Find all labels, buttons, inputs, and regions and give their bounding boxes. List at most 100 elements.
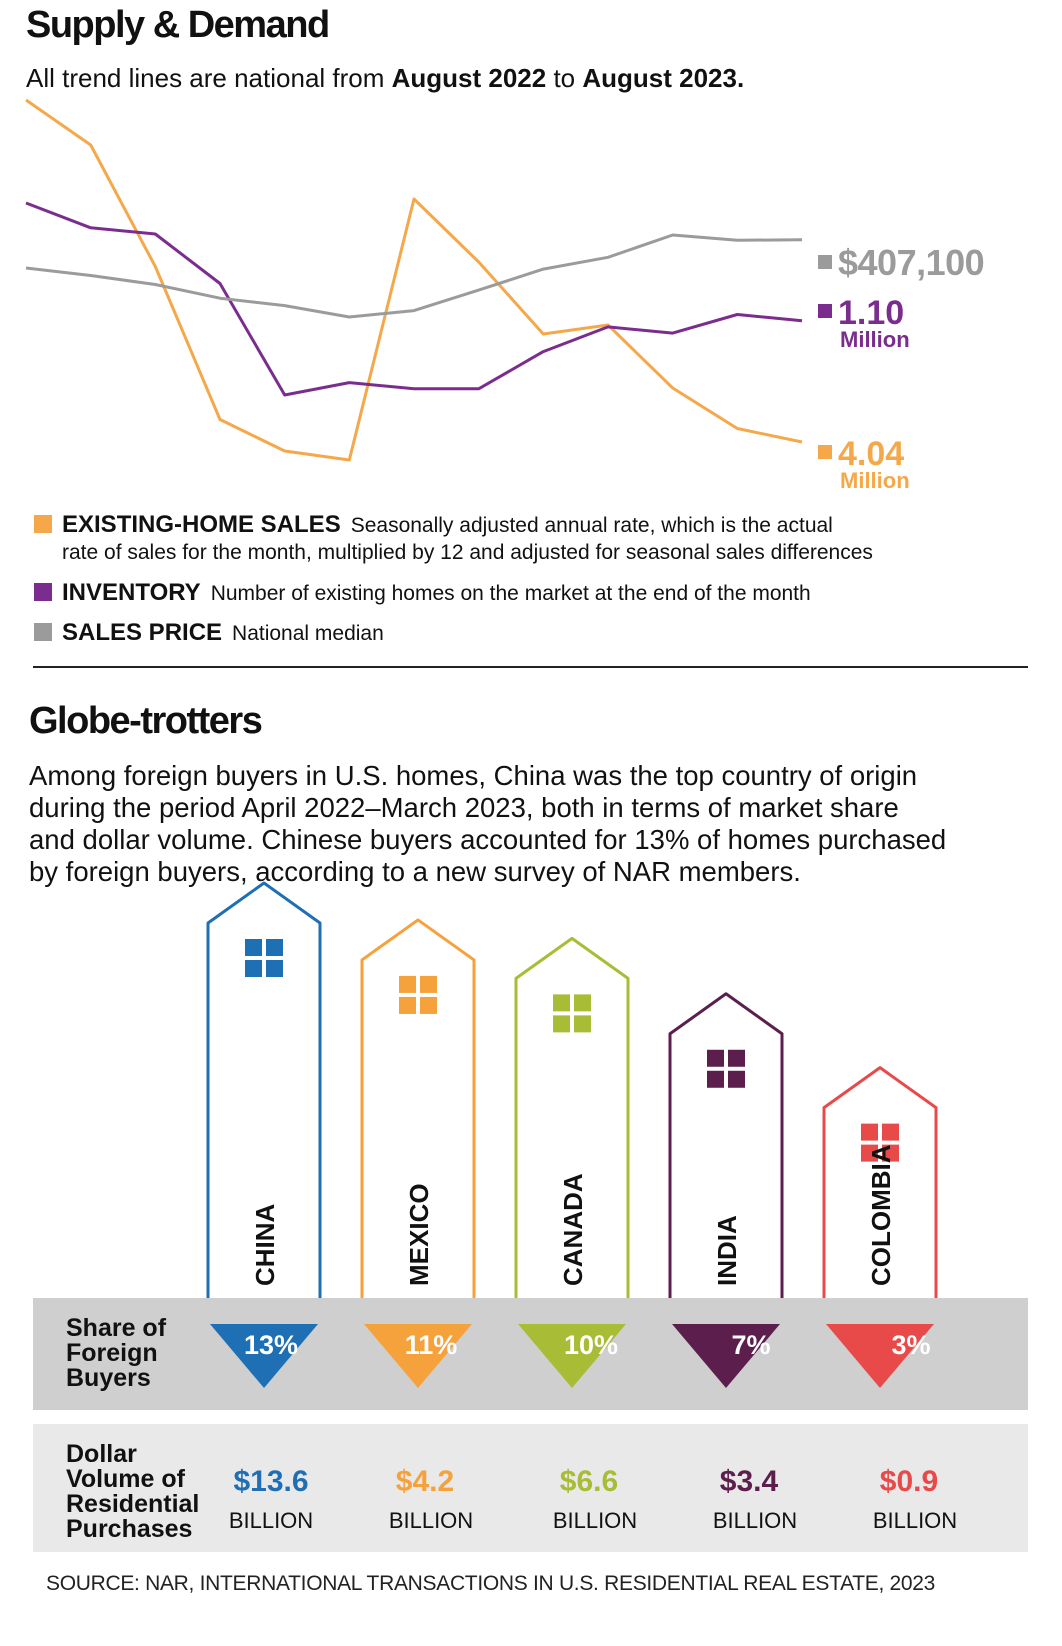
legend-sales-price: SALES PRICE National median: [34, 619, 384, 647]
trend-line-chart: [25, 98, 803, 462]
house-bar-india: INDIA: [668, 992, 784, 1388]
subtitle-to: August 2023.: [582, 63, 745, 93]
house-bar-mexico: MEXICO: [360, 918, 476, 1388]
series-line-inventory: [25, 201, 803, 397]
billion-label: BILLION: [872, 1508, 958, 1533]
billion-label: BILLION: [388, 1508, 474, 1533]
share-label-line: Foreign: [66, 1339, 158, 1367]
window-icon: [707, 1049, 745, 1088]
subtitle-from: August 2022: [391, 63, 547, 93]
window-pane: [707, 1049, 724, 1067]
window-pane: [553, 1015, 570, 1033]
inventory-end-marker: [818, 304, 832, 318]
series-line-existing-home-sales: [25, 98, 803, 462]
window-pane: [266, 960, 283, 977]
window-pane: [245, 939, 262, 956]
share-triangle-india: [672, 1324, 780, 1388]
legend-existing-home-sales: EXISTING-HOME SALES Seasonally adjusted a…: [34, 511, 873, 565]
paragraph-line: Among foreign buyers in U.S. homes, Chin…: [29, 760, 918, 791]
window-pane: [574, 1015, 591, 1033]
country-name-china: CHINA: [250, 1203, 280, 1286]
volume-row-label: Dollar Volume of Residential Purchases: [66, 1442, 199, 1542]
window-icon: [553, 994, 591, 1033]
volume-value-china: $13.6: [233, 1465, 309, 1498]
volume-label-line: Volume of: [66, 1465, 185, 1493]
volume-label-line: Residential: [66, 1490, 200, 1518]
inventory-end-label: 1.10 Million: [818, 294, 910, 353]
window-pane: [728, 1049, 745, 1067]
country-name-mexico: MEXICO: [404, 1183, 434, 1286]
volume-label-line: Dollar: [66, 1440, 137, 1468]
house-outline: [360, 918, 476, 1298]
house-outline: [206, 881, 322, 1298]
share-value-india: 7%: [731, 1330, 771, 1360]
country-name-india: INDIA: [712, 1215, 742, 1286]
house-outline: [668, 992, 784, 1298]
billion-label: BILLION: [712, 1508, 798, 1533]
window-icon: [399, 975, 437, 1014]
legend-swatch: [34, 583, 52, 601]
inventory-end-value: 1.10: [838, 294, 905, 332]
paragraph-line: during the period April 2022–March 2023,…: [29, 792, 899, 823]
house-bar-china: CHINA: [206, 881, 322, 1388]
window-pane: [882, 1123, 899, 1141]
share-label-line: Share of: [66, 1314, 167, 1342]
price-end-marker: [818, 255, 832, 269]
volume-value-canada: $6.6: [559, 1465, 619, 1498]
window-pane: [574, 994, 591, 1012]
sales-end-unit: Million: [840, 468, 910, 493]
volume-value-mexico: $4.2: [395, 1465, 455, 1498]
volume-band: [33, 1424, 1028, 1552]
legend-desc: Seasonally adjusted annual rate, which i…: [350, 514, 833, 537]
country-name-canada: CANADA: [558, 1173, 588, 1286]
share-value-china: 13%: [243, 1330, 299, 1360]
legend-swatch: [34, 515, 52, 533]
legend-desc-line2: rate of sales for the month, multiplied …: [62, 541, 873, 564]
legend-swatch: [34, 623, 52, 641]
price-end-value: $407,100: [838, 242, 985, 283]
paragraph-line: by foreign buyers, according to a new su…: [29, 856, 801, 887]
supply-demand-subtitle: All trend lines are national from August…: [26, 63, 744, 94]
source-note: SOURCE: NAR, INTERNATIONAL TRANSACTIONS …: [46, 1572, 936, 1595]
series-line-sales-price: [25, 233, 803, 319]
window-pane: [707, 1070, 724, 1088]
window-icon: [245, 939, 283, 977]
legend-name: EXISTING-HOME SALES: [62, 511, 341, 538]
legend-desc: Number of existing homes on the market a…: [210, 582, 811, 605]
country-name-colombia: COLOMBIA: [866, 1144, 896, 1286]
window-pane: [266, 939, 283, 956]
legend-inventory: INVENTORY Number of existing homes on the…: [34, 579, 811, 607]
window-pane: [553, 994, 570, 1012]
share-triangle-china: [210, 1324, 318, 1388]
volume-value-colombia: $0.9: [879, 1465, 939, 1498]
share-label-line: Buyers: [66, 1364, 151, 1392]
window-icon: [861, 1123, 899, 1162]
share-triangle-mexico: [364, 1324, 472, 1388]
window-pane: [399, 975, 416, 993]
share-value-canada: 10%: [563, 1330, 619, 1360]
legend-name: SALES PRICE: [62, 619, 223, 646]
house-bar-canada: CANADA: [514, 936, 630, 1388]
houses-layer: CHINA MEXICO CANADA INDIA COLOMBIA: [206, 881, 938, 1388]
window-pane: [861, 1144, 878, 1162]
window-pane: [882, 1144, 899, 1162]
share-triangle-colombia: [826, 1324, 934, 1388]
share-value-mexico: 11%: [404, 1330, 458, 1360]
house-outline: [822, 1066, 938, 1298]
globe-trotters-paragraph: Among foreign buyers in U.S. homes, Chin…: [29, 760, 1029, 888]
legend-desc: National median: [232, 622, 384, 645]
lines-layer: [25, 98, 803, 462]
window-pane: [399, 996, 416, 1014]
window-pane: [245, 960, 262, 977]
price-end-label: $407,100: [818, 242, 985, 284]
billion-label: BILLION: [552, 1508, 638, 1533]
volume-value-india: $3.4: [719, 1465, 779, 1498]
paragraph-line: and dollar volume. Chinese buyers accoun…: [29, 824, 947, 855]
supply-demand-title: Supply & Demand: [26, 4, 330, 46]
window-pane: [420, 996, 437, 1014]
sales-end-value: 4.04: [838, 435, 905, 473]
legend-name: INVENTORY: [62, 579, 201, 606]
share-row-label: Share of Foreign Buyers: [66, 1316, 166, 1391]
volume-label-line: Purchases: [66, 1515, 193, 1543]
